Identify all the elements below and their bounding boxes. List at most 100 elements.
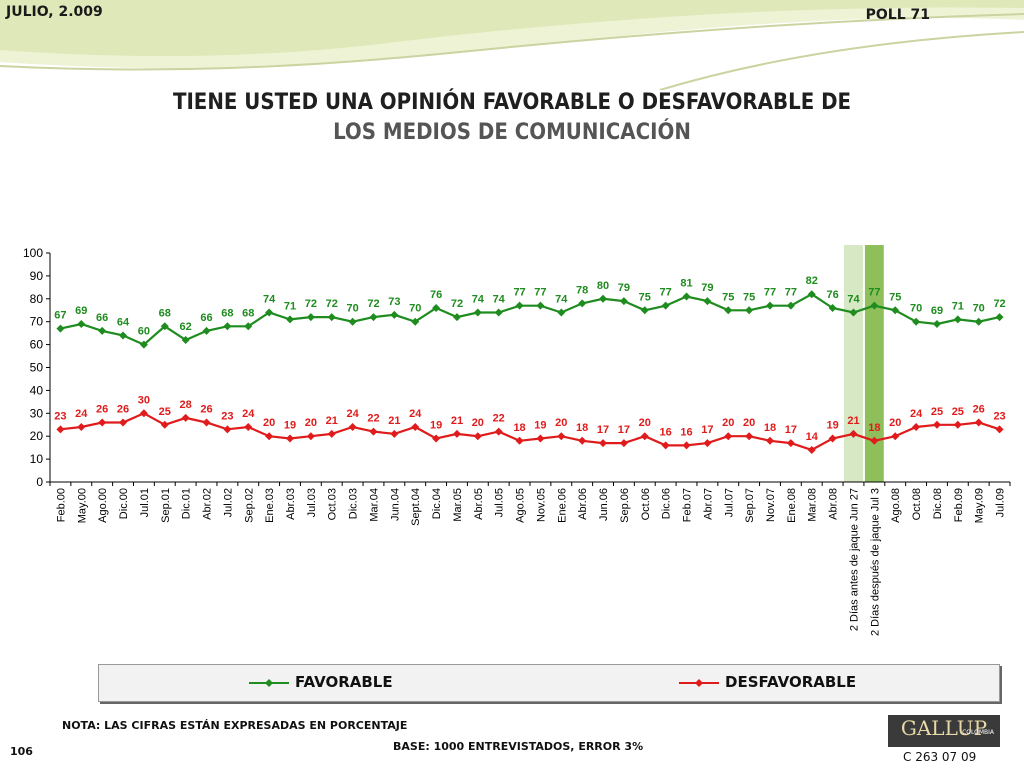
data-point (891, 432, 900, 441)
data-label: 68 (221, 307, 233, 319)
footnote-percent: NOTA: LAS CIFRAS ESTÁN EXPRESADAS EN POR… (62, 719, 408, 732)
x-tick-label: Nov.05 (535, 488, 547, 522)
y-tick-label: 0 (36, 475, 43, 489)
data-point (452, 313, 461, 322)
data-label: 74 (847, 294, 860, 306)
data-point (849, 429, 858, 438)
data-label: 17 (597, 424, 609, 436)
data-point (306, 432, 315, 441)
data-label: 75 (722, 291, 734, 303)
data-point (807, 445, 816, 454)
data-label: 77 (785, 287, 797, 299)
data-label: 74 (263, 294, 276, 306)
data-label: 73 (388, 296, 400, 308)
data-point (473, 308, 482, 317)
data-point (432, 303, 441, 312)
data-label: 18 (868, 422, 880, 434)
data-label: 18 (513, 422, 525, 434)
data-label: 20 (263, 417, 275, 429)
x-tick-label: May.09 (974, 488, 986, 523)
data-point (912, 317, 921, 326)
data-point (745, 306, 754, 315)
data-point (265, 308, 274, 317)
x-tick-label: Jul.09 (995, 488, 1007, 517)
y-tick-label: 70 (30, 315, 44, 329)
data-point (724, 306, 733, 315)
y-tick-label: 90 (30, 269, 44, 283)
x-tick-label: Jul.01 (139, 488, 151, 517)
x-tick-label: Sep.07 (744, 488, 756, 523)
data-point (139, 409, 148, 418)
data-point (452, 429, 461, 438)
data-label: 75 (743, 291, 755, 303)
y-tick-label: 40 (30, 383, 44, 397)
data-point (578, 436, 587, 445)
y-tick-label: 60 (30, 338, 44, 352)
x-tick-label: Dic.01 (181, 488, 193, 519)
data-label: 22 (367, 413, 379, 425)
x-tick-label: Dic.06 (661, 488, 673, 519)
data-point (411, 423, 420, 432)
gallup-logo: GALLUP COLOMBIA (888, 715, 1000, 747)
data-label: 70 (910, 303, 922, 315)
data-point (557, 308, 566, 317)
data-point (432, 434, 441, 443)
data-point (223, 322, 232, 331)
data-point (599, 439, 608, 448)
x-tick-label: Feb.07 (682, 488, 694, 522)
data-point (98, 326, 107, 335)
data-point (181, 336, 190, 345)
legend-favorable-label: FAVORABLE (295, 673, 393, 691)
x-tick-label: 2 Días después de jaque Jul 3 (869, 488, 881, 636)
data-label: 60 (138, 326, 150, 338)
data-label: 79 (618, 282, 630, 294)
data-label: 19 (826, 419, 838, 431)
data-label: 62 (180, 321, 192, 333)
page-number: 106 (10, 745, 33, 758)
data-point (807, 290, 816, 299)
data-label: 75 (889, 291, 901, 303)
data-point (411, 317, 420, 326)
y-tick-label: 50 (30, 361, 44, 375)
data-label: 25 (952, 406, 964, 418)
data-point (369, 427, 378, 436)
data-label: 26 (973, 403, 985, 415)
data-point (119, 418, 128, 427)
x-tick-label: Jun.06 (598, 488, 610, 521)
data-label: 21 (326, 415, 338, 427)
data-point (995, 313, 1004, 322)
data-label: 76 (430, 289, 442, 301)
data-point (640, 306, 649, 315)
x-tick-label: Sep.01 (160, 488, 172, 523)
data-label: 25 (159, 406, 171, 418)
data-label: 23 (221, 410, 233, 422)
data-point (286, 315, 294, 324)
data-point (932, 420, 941, 429)
data-label: 17 (701, 424, 713, 436)
data-point (557, 432, 566, 441)
data-label: 19 (430, 419, 442, 431)
data-point (327, 313, 336, 322)
data-label: 19 (534, 419, 546, 431)
data-label: 21 (451, 415, 463, 427)
data-point (974, 317, 983, 326)
data-label: 82 (806, 275, 818, 287)
slide-code: C 263 07 09 (903, 750, 977, 764)
line-chart: 0 10 20 30 40 50 60 70 80 90 100 Feb.00 May.00 Ago.00… (23, 245, 1011, 636)
data-point (348, 423, 357, 432)
data-label: 16 (660, 426, 672, 438)
series-line-favorable (60, 292, 1000, 346)
data-label: 72 (367, 298, 379, 310)
y-tick-label: 80 (30, 292, 44, 306)
data-point (703, 297, 712, 306)
data-point (286, 434, 294, 443)
data-label: 77 (660, 287, 672, 299)
header-poll: POLL 71 (865, 7, 930, 23)
data-point (139, 340, 148, 349)
data-point (661, 441, 670, 450)
data-point (244, 423, 253, 432)
data-label: 66 (200, 312, 212, 324)
chart-title-line1: TIENE USTED UNA OPINIÓN FAVORABLE O DESF… (172, 90, 852, 115)
data-label: 17 (785, 424, 797, 436)
data-label: 24 (242, 408, 255, 420)
